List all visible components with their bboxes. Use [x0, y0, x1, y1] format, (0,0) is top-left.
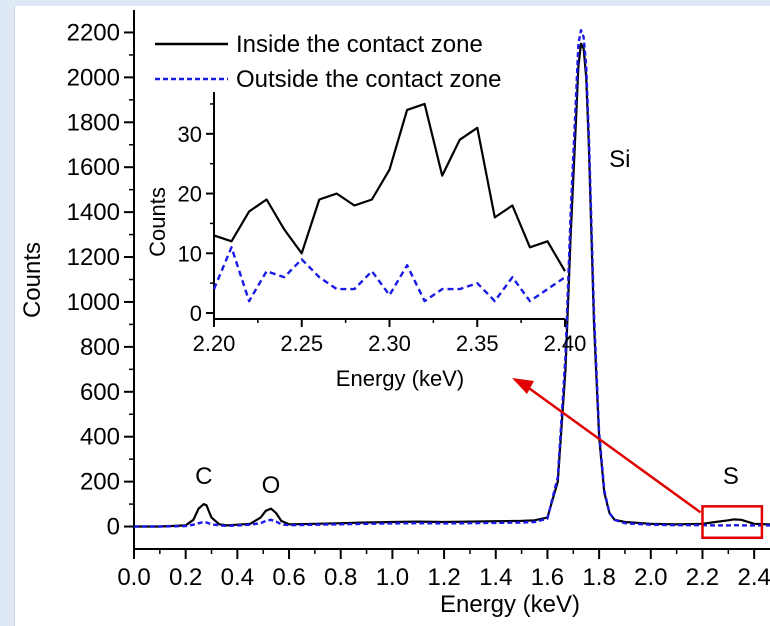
x-tick-label: 2.0: [634, 564, 667, 591]
inset-plot: 0 10 20 30 2.20 2.25 2.30 2.35 2.40 Energy (keV) C…: [145, 92, 586, 391]
inset-series-outside-line: [212, 246, 566, 303]
x-tick-label: 0.4: [221, 564, 254, 591]
x-tick-label: 0.8: [324, 564, 357, 591]
zoom-arrow-head: [512, 378, 534, 394]
x-tick-label: 2.4: [737, 564, 770, 591]
inset-x-tick-label: 2.30: [368, 331, 411, 356]
legend-label-outside: Outside the contact zone: [236, 66, 502, 93]
series-outside-line: [134, 29, 770, 528]
x-tick-label: 2.2: [686, 564, 719, 591]
x-tick-label: 0.6: [272, 564, 305, 591]
inset-y-tick-label: 20: [178, 182, 202, 207]
y-tick-label: 1400: [67, 199, 120, 226]
peak-label-o: O: [262, 472, 281, 499]
inset-x-tick-label: 2.40: [544, 331, 587, 356]
y-tick-label: 0: [107, 514, 120, 541]
peak-label-c: C: [195, 463, 212, 490]
inset-x-tick-label: 2.20: [193, 331, 236, 356]
y-tick-label: 1600: [67, 154, 120, 181]
y-tick-label: 800: [80, 334, 120, 361]
zoom-arrow-shaft: [525, 384, 702, 514]
y-tick-label: 1000: [67, 289, 120, 316]
y-tick-label: 2000: [67, 64, 120, 91]
x-tick-label: 1.0: [376, 564, 409, 591]
x-tick-label: 1.6: [531, 564, 564, 591]
inset-y-axis-title: Counts: [145, 187, 170, 257]
legend-label-inside: Inside the contact zone: [236, 31, 483, 58]
inset-y-tick-label: 0: [190, 301, 202, 326]
inset-x-axis-title: Energy (keV): [336, 366, 464, 391]
main-plot: 0200400600800100012001400160018002000220…: [19, 10, 770, 618]
y-tick-label: 200: [80, 469, 120, 496]
y-axis-title: Counts: [19, 242, 46, 318]
x-tick-label: 0.0: [117, 564, 150, 591]
peak-label-s: S: [723, 463, 739, 490]
x-tick-label: 0.2: [169, 564, 202, 591]
y-tick-label: 2200: [67, 19, 120, 46]
inset-y-tick-label: 10: [178, 241, 202, 266]
x-tick-label: 1.8: [582, 564, 615, 591]
inset-x-tick-label: 2.35: [456, 331, 499, 356]
peak-label-si: Si: [609, 146, 630, 173]
zoom-region-box: [701, 505, 764, 540]
x-tick-label: 1.4: [479, 564, 512, 591]
zoom-arrow: [512, 378, 702, 514]
inset-y-tick-label: 30: [178, 122, 202, 147]
y-tick-label: 1800: [67, 109, 120, 136]
x-axis-title: Energy (keV): [440, 591, 580, 618]
inset-x-tick-label: 2.25: [280, 331, 323, 356]
x-tick-label: 1.2: [427, 564, 460, 591]
y-tick-label: 1200: [67, 244, 120, 271]
inset-series-inside-line: [213, 102, 566, 272]
y-tick-label: 400: [80, 424, 120, 451]
y-tick-label: 600: [80, 379, 120, 406]
series-inside-line: [134, 42, 770, 528]
